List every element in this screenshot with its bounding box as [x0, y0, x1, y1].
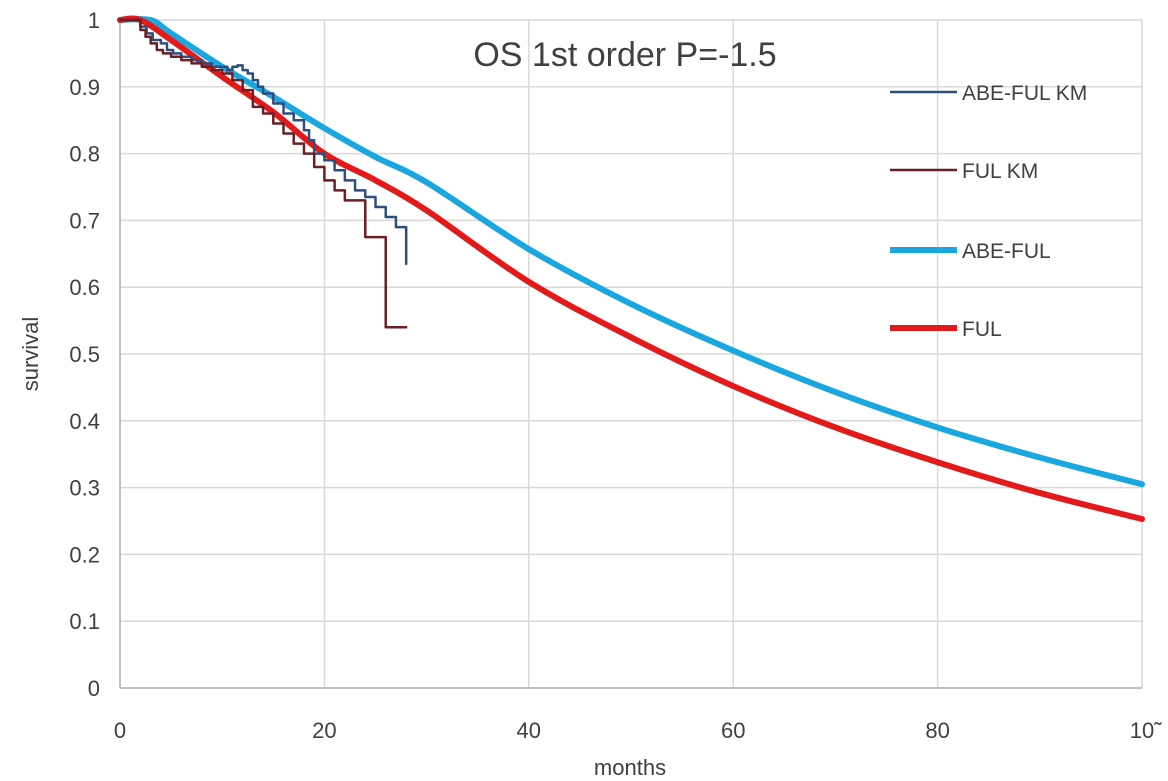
axes: [119, 20, 1142, 689]
y-tick-label: 0.3: [69, 476, 100, 501]
legend-label-abe-ful-km: ABE-FUL KM: [962, 82, 1087, 105]
series-line-abe-ful: [117, 16, 1145, 488]
series-lines: [117, 15, 1145, 522]
series-line-abe-ful-km: [118, 18, 408, 266]
x-tick-label: 0: [114, 718, 126, 743]
y-tick-label: 0.1: [69, 609, 100, 634]
y-axis-title: survival: [18, 317, 43, 392]
x-tick-label: 60: [721, 718, 745, 743]
series-line-ful-km: [118, 18, 408, 329]
series-line-ful: [117, 15, 1145, 522]
legend-label-abe-ful: ABE-FUL: [962, 240, 1051, 263]
y-tick-label: 0: [88, 676, 100, 701]
y-tick-label: 0.9: [69, 75, 100, 100]
x-tick-label: 80: [925, 718, 949, 743]
y-tick-label: 0.2: [69, 542, 100, 567]
y-tick-label: 0.4: [69, 409, 100, 434]
x-tick-label: 20: [312, 718, 336, 743]
y-tick-label: 0.5: [69, 342, 100, 367]
legend-label-ful-km: FUL KM: [962, 160, 1038, 183]
legend: ABE-FUL KM FUL KM ABE-FUL FUL: [890, 82, 1087, 341]
legend-label-ful: FUL: [962, 318, 1002, 341]
x-axis-title: months: [594, 755, 666, 780]
x-tick-label: 10̃: [1130, 718, 1162, 743]
y-tick-label: 0.7: [69, 208, 100, 233]
y-tick-label: 0.6: [69, 275, 100, 300]
x-tick-label: 40: [517, 718, 541, 743]
chart-title: OS 1st order P=-1.5: [473, 36, 776, 74]
y-tick-label: 0.8: [69, 142, 100, 167]
tick-labels: 0 0.1 0.2 0.3 0.4 0.5 0.6 0.7 0.8 0.9 1 0 20 40 60 80 10…: [69, 8, 1162, 743]
y-tick-label: 1: [88, 8, 100, 33]
